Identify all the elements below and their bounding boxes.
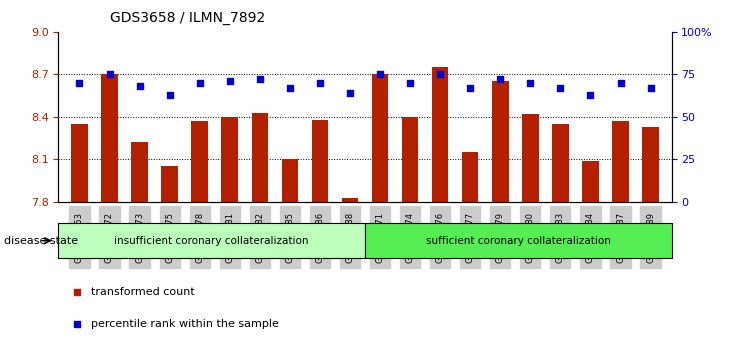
- Bar: [191, 121, 208, 202]
- Bar: [101, 74, 118, 202]
- Bar: [642, 127, 659, 202]
- Bar: [72, 124, 88, 202]
- Bar: [365, 223, 672, 258]
- Point: [314, 80, 326, 86]
- Bar: [583, 161, 599, 202]
- Text: insufficient coronary collateralization: insufficient coronary collateralization: [115, 236, 309, 246]
- Point: [494, 76, 506, 82]
- Point: [464, 85, 476, 91]
- Point: [645, 85, 656, 91]
- Point: [615, 80, 626, 86]
- Bar: [221, 117, 238, 202]
- Point: [194, 80, 206, 86]
- Text: transformed count: transformed count: [91, 287, 195, 297]
- Bar: [522, 114, 539, 202]
- Text: sufficient coronary collateralization: sufficient coronary collateralization: [426, 236, 611, 246]
- Point: [524, 80, 536, 86]
- Bar: [342, 198, 358, 202]
- Bar: [612, 121, 629, 202]
- Bar: [312, 120, 328, 202]
- Point: [585, 92, 596, 98]
- Point: [283, 160, 294, 166]
- Point: [224, 78, 236, 84]
- Bar: [432, 67, 448, 202]
- Text: percentile rank within the sample: percentile rank within the sample: [91, 319, 279, 329]
- Bar: [372, 74, 388, 202]
- Bar: [282, 159, 298, 202]
- Point: [74, 80, 85, 86]
- Bar: [58, 223, 365, 258]
- Bar: [552, 124, 569, 202]
- Bar: [492, 81, 509, 202]
- Point: [134, 84, 145, 89]
- Text: disease state: disease state: [4, 236, 78, 246]
- Point: [344, 90, 356, 96]
- Bar: [161, 166, 178, 202]
- Point: [404, 80, 416, 86]
- Text: GDS3658 / ILMN_7892: GDS3658 / ILMN_7892: [110, 11, 265, 25]
- Point: [284, 85, 296, 91]
- Point: [164, 92, 175, 98]
- Bar: [462, 152, 478, 202]
- Point: [555, 85, 566, 91]
- Bar: [402, 117, 418, 202]
- Point: [104, 72, 115, 77]
- Point: [374, 72, 386, 77]
- Point: [254, 76, 266, 82]
- Bar: [131, 142, 147, 202]
- Point: [434, 72, 446, 77]
- Bar: [252, 113, 268, 202]
